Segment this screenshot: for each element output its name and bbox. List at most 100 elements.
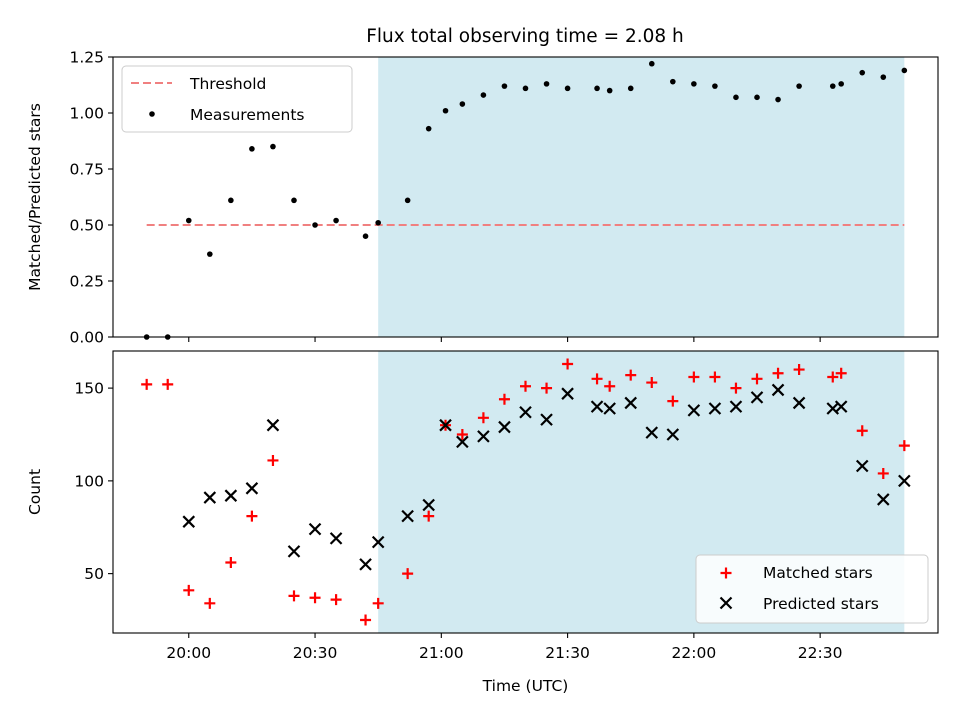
predicted-star-point	[245, 482, 259, 495]
predicted-star-point	[287, 545, 301, 558]
legend-measurements-swatch	[149, 111, 155, 117]
predicted-star-point	[308, 522, 322, 536]
measurement-point	[670, 78, 676, 85]
predicted-star-point	[266, 418, 280, 432]
matched-star-point	[225, 557, 237, 568]
matched-star-point	[288, 590, 300, 602]
matched-star-point	[183, 584, 195, 596]
predicted-star-point	[401, 509, 414, 523]
matched-star-point	[498, 393, 510, 405]
measurement-point	[333, 217, 339, 224]
matched-star-point	[162, 378, 174, 390]
measurement-point	[627, 85, 634, 92]
measurement-point	[480, 92, 487, 98]
predicted-star-point	[898, 474, 911, 488]
predicted-star-point	[371, 535, 385, 549]
predicted-star-point	[540, 413, 553, 426]
predicted-star-point	[624, 396, 638, 410]
measurement-point	[362, 233, 369, 239]
y-tick-label: 150	[74, 380, 104, 398]
matched-star-point	[360, 614, 372, 626]
axes-frame	[112, 350, 939, 634]
matched-star-point	[372, 597, 384, 609]
x-axis-label: Time (UTC)	[482, 677, 569, 695]
measurement-point	[522, 85, 529, 92]
predicted-star-point	[519, 405, 532, 419]
measurement-point	[228, 197, 234, 204]
predicted-star-point	[477, 430, 490, 443]
measurement-point	[829, 83, 836, 89]
matched-star-point	[772, 367, 784, 379]
measurement-point	[838, 81, 844, 87]
measurement-point	[459, 101, 466, 107]
measurement-point	[859, 69, 866, 76]
predicted-star-point	[329, 532, 343, 545]
measurement-point	[312, 222, 318, 228]
matched-star-point	[267, 454, 279, 466]
predicted-star-point	[792, 396, 806, 410]
matched-star-point	[667, 395, 679, 407]
matched-star-point	[709, 371, 721, 383]
legend-bottom: Matched stars Predicted stars	[695, 554, 929, 624]
legend-predicted-label: Predicted stars	[763, 595, 879, 613]
x-tick-label: 22:00	[672, 644, 717, 662]
y-tick-label: 0.00	[69, 329, 104, 347]
matched-star-point	[856, 425, 868, 437]
predicted-star-point	[855, 459, 869, 473]
measurement-point	[543, 81, 550, 87]
measurement-point	[249, 146, 255, 152]
measurement-point	[712, 83, 718, 89]
predicted-star-point	[877, 493, 890, 506]
legend-box	[695, 554, 929, 624]
y-tick-label: 100	[74, 472, 104, 490]
predicted-star-point	[498, 420, 511, 434]
matched-star-point	[309, 592, 321, 604]
matched-star-point	[330, 594, 342, 606]
x-tick-label: 20:00	[166, 644, 211, 662]
measurement-point	[880, 74, 887, 80]
measurement-point	[691, 81, 697, 87]
matched-star-point	[835, 367, 847, 379]
measurement-point	[754, 94, 760, 101]
matched-star-point	[688, 371, 700, 383]
predicted-star-point	[359, 558, 372, 571]
matched-star-point	[898, 440, 910, 452]
measurement-point	[207, 251, 213, 257]
y-tick-label: 50	[84, 565, 104, 583]
matched-star-point	[456, 428, 468, 440]
measurement-point	[796, 83, 802, 89]
x-tick-label: 21:00	[419, 644, 464, 662]
measurement-point	[648, 60, 655, 67]
measurement-point	[404, 197, 411, 204]
predicted-star-point	[603, 402, 616, 415]
measurement-point	[375, 219, 381, 226]
matched-star-point	[204, 597, 216, 609]
measurement-point	[901, 67, 908, 74]
predicted-star-point	[182, 515, 196, 528]
x-tick-label: 21:30	[545, 644, 590, 662]
predicted-star-point	[687, 404, 701, 417]
y-tick-label: 0.75	[69, 161, 104, 179]
predicted-star-point	[422, 498, 435, 512]
measurement-point	[270, 143, 276, 150]
measurement-point	[733, 94, 739, 101]
predicted-star-point	[666, 428, 680, 441]
predicted-star-point	[590, 400, 604, 413]
matched-star-point	[625, 369, 637, 381]
measurement-point	[425, 125, 432, 132]
legend-threshold-label: Threshold	[189, 75, 266, 93]
matched-star-point	[591, 373, 603, 385]
measurement-point	[501, 83, 508, 89]
predicted-star-point	[439, 418, 452, 432]
predicted-star-point	[834, 400, 848, 413]
predicted-star-point	[729, 400, 743, 413]
matched-star-point	[246, 510, 258, 522]
matched-star-point	[141, 378, 153, 390]
y-axis-label: Count	[26, 469, 44, 515]
measurement-point	[594, 85, 600, 92]
measurement-point	[775, 96, 781, 103]
matched-star-point	[541, 382, 553, 394]
legend-matched-swatch	[720, 567, 732, 579]
y-tick-label: 1.00	[69, 105, 104, 123]
legend-measurements-label: Measurements	[190, 106, 305, 124]
